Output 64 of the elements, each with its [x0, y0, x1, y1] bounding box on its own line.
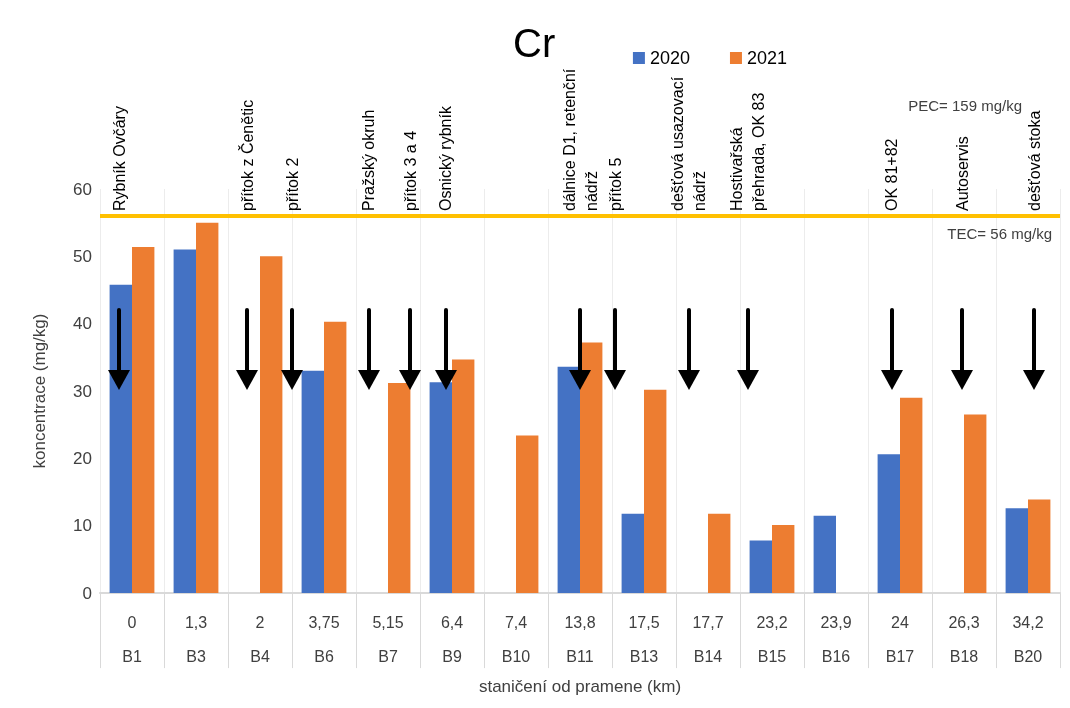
- y-tick-label: 40: [73, 314, 92, 334]
- x-tick-label: 2 B4: [250, 613, 270, 665]
- bar: [109, 284, 132, 594]
- bar: [260, 256, 283, 594]
- x-tick-label: 34,2 B20: [1012, 613, 1044, 665]
- legend-label: 2020: [649, 48, 690, 68]
- bar: [813, 515, 836, 594]
- bar: [644, 389, 667, 594]
- annotation: Autoservis: [953, 136, 971, 211]
- bar: [1005, 508, 1028, 594]
- bar: [452, 359, 475, 594]
- bar: [132, 246, 155, 594]
- bar: [772, 525, 795, 594]
- x-tick-label: 23,2 B15: [756, 613, 788, 665]
- annotation: Pražský okruh: [360, 109, 378, 211]
- bar: [196, 222, 219, 594]
- y-tick-label: 20: [73, 448, 92, 468]
- annotation: Hostivařská přehrada, OK 83: [728, 92, 768, 211]
- annotation: přítok z Čenětic: [237, 99, 256, 211]
- annotation: Osnický rybník: [437, 105, 455, 211]
- bar: [580, 342, 603, 594]
- x-tick-label: 17,5 B13: [628, 613, 660, 665]
- annotation: Rybník Ovčáry: [110, 106, 128, 211]
- annotation: OK 81+82: [883, 138, 901, 211]
- x-tick-label: 17,7 B14: [692, 613, 724, 665]
- x-tick-label: 7,4 B10: [501, 613, 531, 665]
- x-tick-label: 23,9 B16: [820, 613, 852, 665]
- x-tick-label: 6,4 B9: [440, 613, 464, 665]
- ref-line-label: TEC= 56 mg/kg: [947, 224, 1052, 242]
- annotation: přítok 3 a 4: [401, 130, 419, 211]
- y-tick-label: 0: [82, 583, 92, 603]
- y-tick-label: 60: [73, 179, 92, 199]
- bar: [708, 513, 731, 594]
- bar: [516, 435, 539, 594]
- annotation: dálnice D1, retenční nádrž: [560, 68, 600, 211]
- bar: [324, 321, 347, 594]
- bar: [173, 249, 196, 594]
- x-tick-label: 26,3 B18: [948, 613, 980, 665]
- annotation: přítok 2: [283, 157, 301, 211]
- bar: [621, 513, 644, 594]
- bar: [877, 454, 900, 594]
- bar: [301, 370, 324, 594]
- y-tick-label: 50: [73, 246, 92, 266]
- chart-title: Cr: [513, 21, 556, 65]
- text: PEC= 159 mg/kg: [908, 97, 1022, 114]
- annotation: dešťová usazovací nádrž: [669, 76, 709, 211]
- y-axis-title: koncentrace (mg/kg): [30, 313, 49, 469]
- bar: [557, 366, 580, 594]
- x-tick-label: 24 B17: [885, 613, 915, 665]
- x-tick-label: 0 B1: [122, 613, 142, 665]
- y-tick-label: 30: [73, 381, 92, 401]
- bar: [900, 397, 923, 594]
- y-tick-label: 10: [73, 516, 92, 536]
- legend-label: 2021: [746, 48, 787, 68]
- x-tick-label: 3,75 B6: [308, 613, 340, 665]
- x-tick-label: 13,8 B11: [564, 613, 596, 665]
- annotation: dešťová stoka: [1025, 110, 1043, 211]
- x-tick-label: 1,3 B3: [184, 613, 208, 665]
- bar: [1028, 499, 1051, 594]
- x-axis-title: staničení od pramene (km): [478, 677, 682, 696]
- annotation: přítok 5: [606, 157, 624, 211]
- bar: [749, 540, 772, 594]
- bar: [964, 414, 987, 594]
- x-tick-label: 5,15 B7: [372, 613, 404, 665]
